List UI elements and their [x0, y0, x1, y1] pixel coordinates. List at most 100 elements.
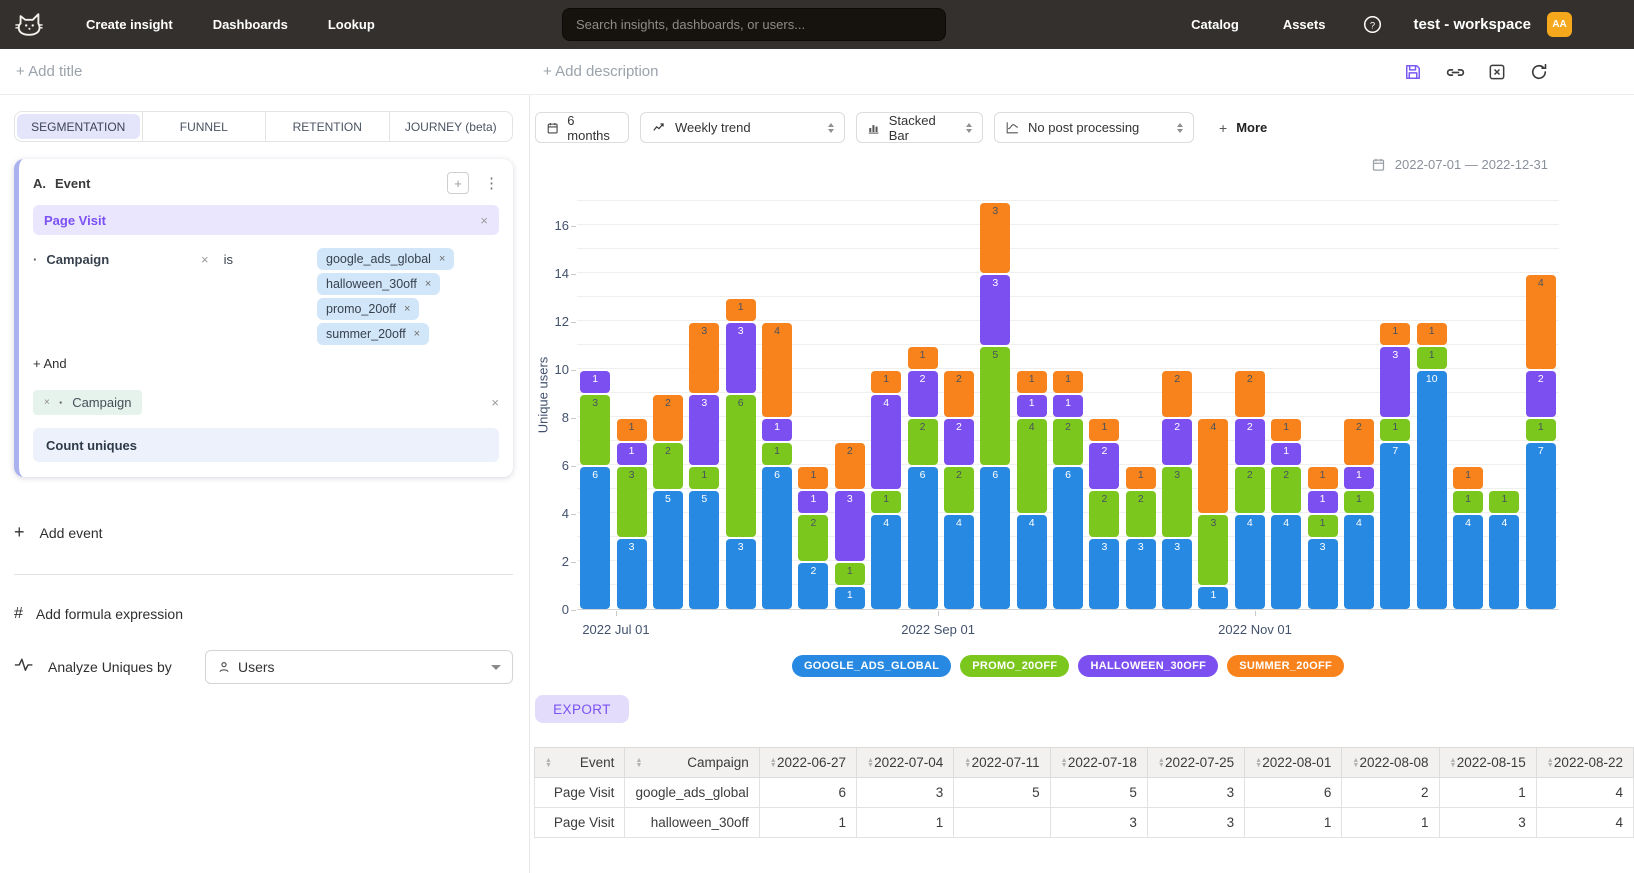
remove-breakdown-icon[interactable]: × — [44, 397, 50, 408]
segment-promo_20off: 2 — [1089, 491, 1119, 537]
date-range-display[interactable]: 2022-07-01 — 2022-12-31 — [1371, 157, 1548, 172]
filter-value-chip[interactable]: summer_20off× — [317, 323, 429, 345]
waveform-icon — [14, 657, 35, 677]
nav-dashboards[interactable]: Dashboards — [213, 17, 288, 32]
breakdown-chip[interactable]: × · Campaign — [33, 390, 142, 415]
add-event-button[interactable]: + Add event — [14, 522, 513, 543]
segment-halloween_30off: 3 — [726, 323, 756, 393]
sort-icon[interactable]: ▲▼ — [1450, 758, 1457, 768]
column-header-2022-08-22[interactable]: ▲▼2022-08-22 — [1536, 748, 1633, 778]
search-input[interactable] — [562, 8, 946, 41]
nav-catalog[interactable]: Catalog — [1191, 17, 1239, 32]
sort-icon[interactable]: ▲▼ — [867, 758, 874, 768]
workspace-name[interactable]: test - workspace — [1413, 16, 1531, 33]
filter-value-chip[interactable]: halloween_30off× — [317, 273, 440, 295]
column-header-2022-08-15[interactable]: ▲▼2022-08-15 — [1439, 748, 1536, 778]
add-description-field[interactable]: + Add description — [543, 63, 659, 80]
segment-halloween_30off: 2 — [908, 371, 938, 417]
sort-icon[interactable]: ▲▼ — [545, 758, 552, 768]
segment-google_ads_global: 6 — [908, 467, 938, 609]
chip-label: google_ads_global — [326, 252, 431, 266]
remove-event-icon[interactable]: × — [480, 213, 488, 228]
more-button[interactable]: + More — [1219, 120, 1267, 136]
remove-value-icon[interactable]: × — [404, 303, 410, 315]
column-header-2022-06-27[interactable]: ▲▼2022-06-27 — [759, 748, 856, 778]
bar-2022-09-05: 4222 — [944, 371, 974, 609]
nav-lookup[interactable]: Lookup — [328, 17, 375, 32]
sort-icon[interactable]: ▲▼ — [964, 758, 971, 768]
segment-summer_20off: 1 — [1380, 323, 1410, 345]
sort-icon[interactable]: ▲▼ — [1547, 758, 1554, 768]
remove-value-icon[interactable]: × — [439, 253, 445, 265]
filter-value-chip[interactable]: promo_20off× — [317, 298, 419, 320]
add-title-field[interactable]: + Add title — [16, 63, 82, 80]
clear-icon[interactable] — [1486, 61, 1508, 83]
column-header-2022-07-18[interactable]: ▲▼2022-07-18 — [1050, 748, 1147, 778]
app-logo-cat-icon[interactable] — [12, 10, 46, 40]
y-tick — [571, 226, 576, 227]
bar-2022-10-24: 134 — [1198, 419, 1228, 609]
segment-promo_20off: 1 — [1489, 491, 1519, 513]
date-period-button[interactable]: 6 months — [535, 112, 629, 143]
refresh-icon[interactable] — [1528, 61, 1550, 83]
y-tick-label: 2 — [532, 554, 569, 569]
analyze-by-select[interactable]: Users — [205, 650, 513, 684]
column-header-event[interactable]: ▲▼Event — [535, 748, 625, 778]
event-name-selector[interactable]: Page Visit × — [33, 205, 499, 235]
legend-pill-google-ads-global[interactable]: GOOGLE_ADS_GLOBAL — [792, 655, 951, 677]
remove-breakdown-row-icon[interactable]: × — [491, 395, 499, 410]
y-tick-label: 16 — [532, 218, 569, 233]
sort-icon[interactable]: ▲▼ — [635, 758, 642, 768]
tab-segmentation[interactable]: SEGMENTATION — [17, 114, 140, 139]
tab-journey[interactable]: JOURNEY (beta) — [389, 112, 513, 141]
user-avatar[interactable]: AA — [1547, 12, 1572, 37]
y-tick-label: 10 — [532, 362, 569, 377]
sort-icon[interactable]: ▲▼ — [1061, 758, 1068, 768]
tab-retention[interactable]: RETENTION — [265, 112, 389, 141]
column-header-2022-07-25[interactable]: ▲▼2022-07-25 — [1147, 748, 1244, 778]
filter-property[interactable]: Campaign — [46, 252, 109, 345]
save-icon[interactable] — [1402, 61, 1424, 83]
copy-link-icon[interactable] — [1444, 61, 1466, 83]
help-icon[interactable]: ? — [1361, 14, 1383, 36]
legend-pill-halloween-30off[interactable]: HALLOWEEN_30OFF — [1078, 655, 1218, 677]
add-formula-button[interactable]: # Add formula expression — [14, 605, 513, 623]
gridline — [577, 272, 1559, 273]
event-name: Page Visit — [44, 213, 106, 228]
column-header-2022-07-11[interactable]: ▲▼2022-07-11 — [954, 748, 1050, 778]
segment-halloween_30off: 1 — [617, 443, 647, 465]
aggregation-selector[interactable]: Count uniques — [33, 428, 499, 462]
nav-create-insight[interactable]: Create insight — [86, 17, 173, 32]
sort-icon[interactable]: ▲▼ — [1352, 758, 1359, 768]
column-header-2022-08-01[interactable]: ▲▼2022-08-01 — [1245, 748, 1342, 778]
segment-halloween_30off: 1 — [762, 419, 792, 441]
sort-icon[interactable]: ▲▼ — [1158, 758, 1165, 768]
filter-value-chip[interactable]: google_ads_global × — [317, 248, 454, 270]
trend-select[interactable]: Weekly trend — [640, 112, 845, 143]
remove-value-icon[interactable]: × — [414, 328, 420, 340]
column-label: 2022-07-18 — [1068, 755, 1137, 770]
filter-operator[interactable]: is — [224, 248, 233, 345]
sort-icon[interactable]: ▲▼ — [1255, 758, 1262, 768]
remove-value-icon[interactable]: × — [425, 278, 431, 290]
gridline — [577, 248, 1559, 249]
plus-icon: + — [14, 522, 25, 543]
add-filter-icon[interactable]: + — [447, 172, 469, 194]
chart-type-select[interactable]: Stacked Bar — [856, 112, 983, 143]
post-processing-select[interactable]: No post processing — [994, 112, 1194, 143]
sort-icon[interactable]: ▲▼ — [770, 758, 777, 768]
column-header-campaign[interactable]: ▲▼Campaign — [625, 748, 759, 778]
segment-google_ads_global: 5 — [653, 491, 683, 609]
segment-promo_20off: 2 — [1126, 491, 1156, 537]
add-and-condition[interactable]: + And — [33, 356, 499, 371]
export-button[interactable]: EXPORT — [535, 695, 629, 723]
event-menu-icon[interactable]: ⋮ — [484, 174, 499, 192]
remove-filter-icon[interactable]: × — [201, 248, 209, 345]
nav-assets[interactable]: Assets — [1283, 17, 1326, 32]
column-header-2022-08-08[interactable]: ▲▼2022-08-08 — [1342, 748, 1439, 778]
tab-funnel[interactable]: FUNNEL — [142, 112, 266, 141]
legend-pill-promo-20off[interactable]: PROMO_20OFF — [960, 655, 1069, 677]
y-tick — [571, 562, 576, 563]
column-header-2022-07-04[interactable]: ▲▼2022-07-04 — [857, 748, 954, 778]
legend-pill-summer-20off[interactable]: SUMMER_20OFF — [1227, 655, 1344, 677]
